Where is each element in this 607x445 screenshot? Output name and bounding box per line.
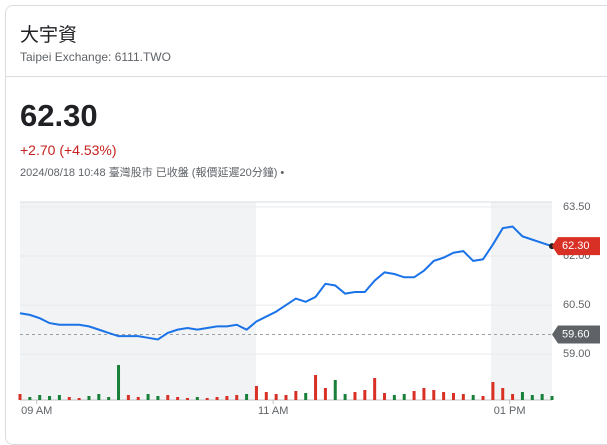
volume-bar — [442, 392, 446, 400]
volume-bar — [540, 394, 544, 400]
volume-bar — [373, 378, 377, 400]
timestamp: 2024/08/18 10:48 臺灣股市 已收盤 (報價延遲20分鐘) • — [20, 167, 285, 179]
x-tick-label: 09 AM — [21, 405, 52, 417]
volume-bar — [107, 397, 111, 400]
volume-bar — [146, 394, 150, 400]
volume-bar — [383, 393, 387, 400]
stock-name: 大宇資 — [20, 25, 78, 46]
value-badge-label: 59.60 — [562, 328, 590, 340]
volume-bar — [491, 382, 495, 400]
exchange: Taipei Exchange: 6111.TWO — [20, 50, 171, 64]
volume-bar — [520, 392, 524, 400]
volume-bar — [294, 391, 298, 400]
volume-bar — [245, 394, 249, 400]
volume-bar — [481, 396, 485, 400]
volume-bar — [274, 394, 278, 400]
value-badge — [552, 237, 600, 256]
volume-bar — [422, 388, 426, 400]
volume-bar — [254, 386, 258, 400]
volume-bar — [28, 397, 32, 400]
y-tick-label: 59.00 — [563, 348, 591, 360]
price: 62.30 — [20, 98, 98, 133]
volume-bar — [176, 397, 180, 400]
volume-bar — [550, 396, 554, 400]
volume-bar — [235, 395, 239, 400]
volume-bar — [343, 394, 347, 400]
x-tick-label: 11 AM — [258, 405, 288, 417]
volume-bar — [87, 396, 91, 400]
volume-bar — [284, 395, 288, 400]
volume-bar — [323, 388, 327, 400]
y-tick-label: 60.50 — [563, 299, 591, 311]
volume-bar — [97, 394, 101, 400]
page: {"header": {"title": "大宇資", "subtitle": … — [5, 5, 607, 445]
volume-bar — [185, 398, 189, 400]
volume-bar — [471, 395, 475, 400]
volume-bar — [392, 395, 396, 400]
volume-bar — [412, 391, 416, 400]
volume-bar — [38, 395, 42, 400]
volume-bar — [67, 397, 71, 400]
price-change: +2.70 (+4.53%) — [20, 142, 117, 158]
volume-bar — [156, 396, 160, 400]
volume-bar — [353, 392, 357, 400]
value-badge-label: 62.30 — [562, 240, 590, 252]
volume-bar — [166, 395, 170, 400]
volume-bar — [432, 390, 436, 400]
volume-bar — [48, 396, 52, 400]
volume-bar — [77, 398, 81, 400]
divider — [5, 76, 607, 77]
x-tick-label: 01 PM — [494, 405, 526, 417]
volume-bar — [117, 365, 121, 400]
volume-bar — [333, 380, 337, 400]
y-tick-label: 63.50 — [563, 201, 591, 213]
volume-bar — [304, 393, 308, 400]
value-badge — [552, 325, 600, 344]
volume-bar — [314, 375, 318, 400]
session-shade — [20, 202, 256, 400]
volume-bar — [126, 395, 130, 400]
volume-bar — [402, 394, 406, 400]
volume-bar — [18, 394, 22, 400]
volume-bar — [57, 395, 61, 400]
volume-bar — [530, 395, 534, 400]
volume-bar — [363, 390, 367, 400]
volume-bar — [501, 388, 505, 400]
volume-bar — [215, 397, 219, 400]
volume-bar — [451, 393, 455, 400]
volume-bar — [225, 396, 229, 400]
price-line — [19, 225, 553, 341]
volume-bar — [461, 394, 465, 400]
volume-bar — [264, 392, 268, 400]
volume-bar — [195, 397, 199, 400]
volume-bar — [136, 397, 140, 400]
volume-bar — [205, 398, 209, 400]
volume-bar — [511, 394, 515, 400]
